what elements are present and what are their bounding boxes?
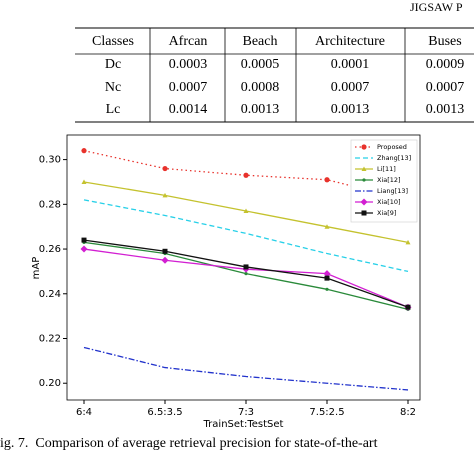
- legend-marker: [361, 210, 367, 216]
- x-tick-label: 8:2: [400, 407, 416, 418]
- legend-label: Liang[13]: [377, 187, 408, 195]
- series-line: [83, 248, 409, 308]
- table-header: Architecture: [315, 34, 385, 49]
- table-cell: 0.0007: [426, 80, 465, 95]
- data-point: [243, 208, 249, 214]
- data-point: [80, 245, 88, 253]
- data-point: [324, 275, 330, 281]
- legend-marker: [361, 166, 367, 171]
- table-cell: Lc: [106, 102, 121, 117]
- table-cell: 0.0005: [241, 57, 280, 72]
- data-point: [162, 165, 168, 172]
- y-tick-label: 0.24: [39, 289, 61, 300]
- y-tick-label: 0.22: [39, 334, 61, 345]
- table-header: Buses: [428, 34, 461, 49]
- table-cell: 0.0007: [169, 80, 208, 95]
- table-cell: 0.0009: [426, 57, 465, 72]
- legend-marker: [360, 198, 368, 206]
- table-cell: 0.0013: [331, 102, 370, 117]
- data-point: [323, 270, 331, 278]
- legend-marker: [361, 144, 367, 150]
- data-point: [243, 264, 249, 270]
- legend-label: Xia[12]: [377, 176, 401, 184]
- legend-label: Xia[9]: [377, 209, 396, 217]
- data-point: [243, 172, 249, 178]
- series-line: [83, 150, 409, 201]
- table-header: Beach: [243, 34, 278, 49]
- table-header: Classes: [92, 34, 134, 49]
- data-point: [244, 272, 248, 276]
- y-tick-label: 0.30: [39, 155, 61, 166]
- y-axis-label: mAP: [31, 257, 42, 280]
- plot-frame: [66, 134, 421, 401]
- table-cell: Dc: [105, 57, 121, 72]
- data-point: [324, 177, 330, 183]
- data-point: [81, 179, 87, 184]
- series-line: [83, 199, 409, 273]
- legend-box: [350, 139, 418, 223]
- y-tick-label: 0.28: [39, 199, 61, 210]
- x-tick-label: 7:3: [238, 407, 254, 418]
- data-point: [325, 287, 329, 291]
- data-point: [162, 192, 168, 198]
- legend-label: Xia[10]: [377, 198, 401, 206]
- table-cell: Nc: [105, 80, 121, 95]
- table-cell: 0.0007: [331, 80, 370, 95]
- caption: ig. 7. Comparison of average retrieval p…: [0, 436, 378, 451]
- table-cell: 0.0013: [426, 102, 465, 117]
- legend-label: Zhang[13]: [377, 154, 411, 162]
- y-tick-label: 0.20: [39, 378, 61, 389]
- table-cell: 0.0001: [331, 57, 370, 72]
- y-tick-label: 0.26: [39, 244, 61, 255]
- series-line: [83, 346, 409, 391]
- data-point: [324, 224, 330, 229]
- data-point: [405, 239, 411, 245]
- legend-label: Proposed: [377, 143, 407, 151]
- table-cell: 0.0008: [241, 80, 280, 95]
- data-point: [405, 304, 411, 310]
- table-header: Afrcan: [169, 34, 208, 49]
- running-header: JIGSAW P: [410, 0, 463, 14]
- table-cell: 0.0013: [241, 102, 280, 117]
- x-tick-label: 7.5:2.5: [309, 407, 344, 418]
- x-tick-label: 6.5:3.5: [147, 407, 182, 418]
- legend-label: Li[11]: [377, 165, 396, 173]
- data-point: [162, 248, 168, 254]
- series-line: [83, 241, 409, 311]
- table-cell: 0.0014: [169, 102, 208, 117]
- data-point: [161, 256, 169, 264]
- legend-marker: [362, 178, 366, 182]
- x-tick-label: 6:4: [76, 407, 92, 418]
- table-cell: 0.0003: [169, 57, 208, 72]
- x-axis-label: TrainSet:TestSet: [203, 419, 284, 430]
- data-point: [81, 237, 87, 243]
- data-point: [81, 148, 87, 154]
